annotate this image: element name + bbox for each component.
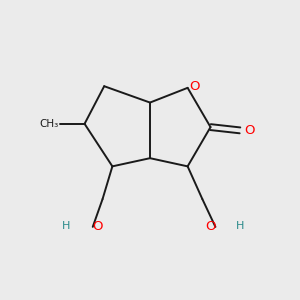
Text: O: O: [244, 124, 254, 137]
Text: O: O: [205, 220, 215, 233]
Text: H: H: [236, 221, 244, 231]
Text: H: H: [62, 221, 70, 231]
Text: CH₃: CH₃: [39, 119, 58, 129]
Text: O: O: [189, 80, 200, 93]
Text: O: O: [93, 220, 103, 233]
